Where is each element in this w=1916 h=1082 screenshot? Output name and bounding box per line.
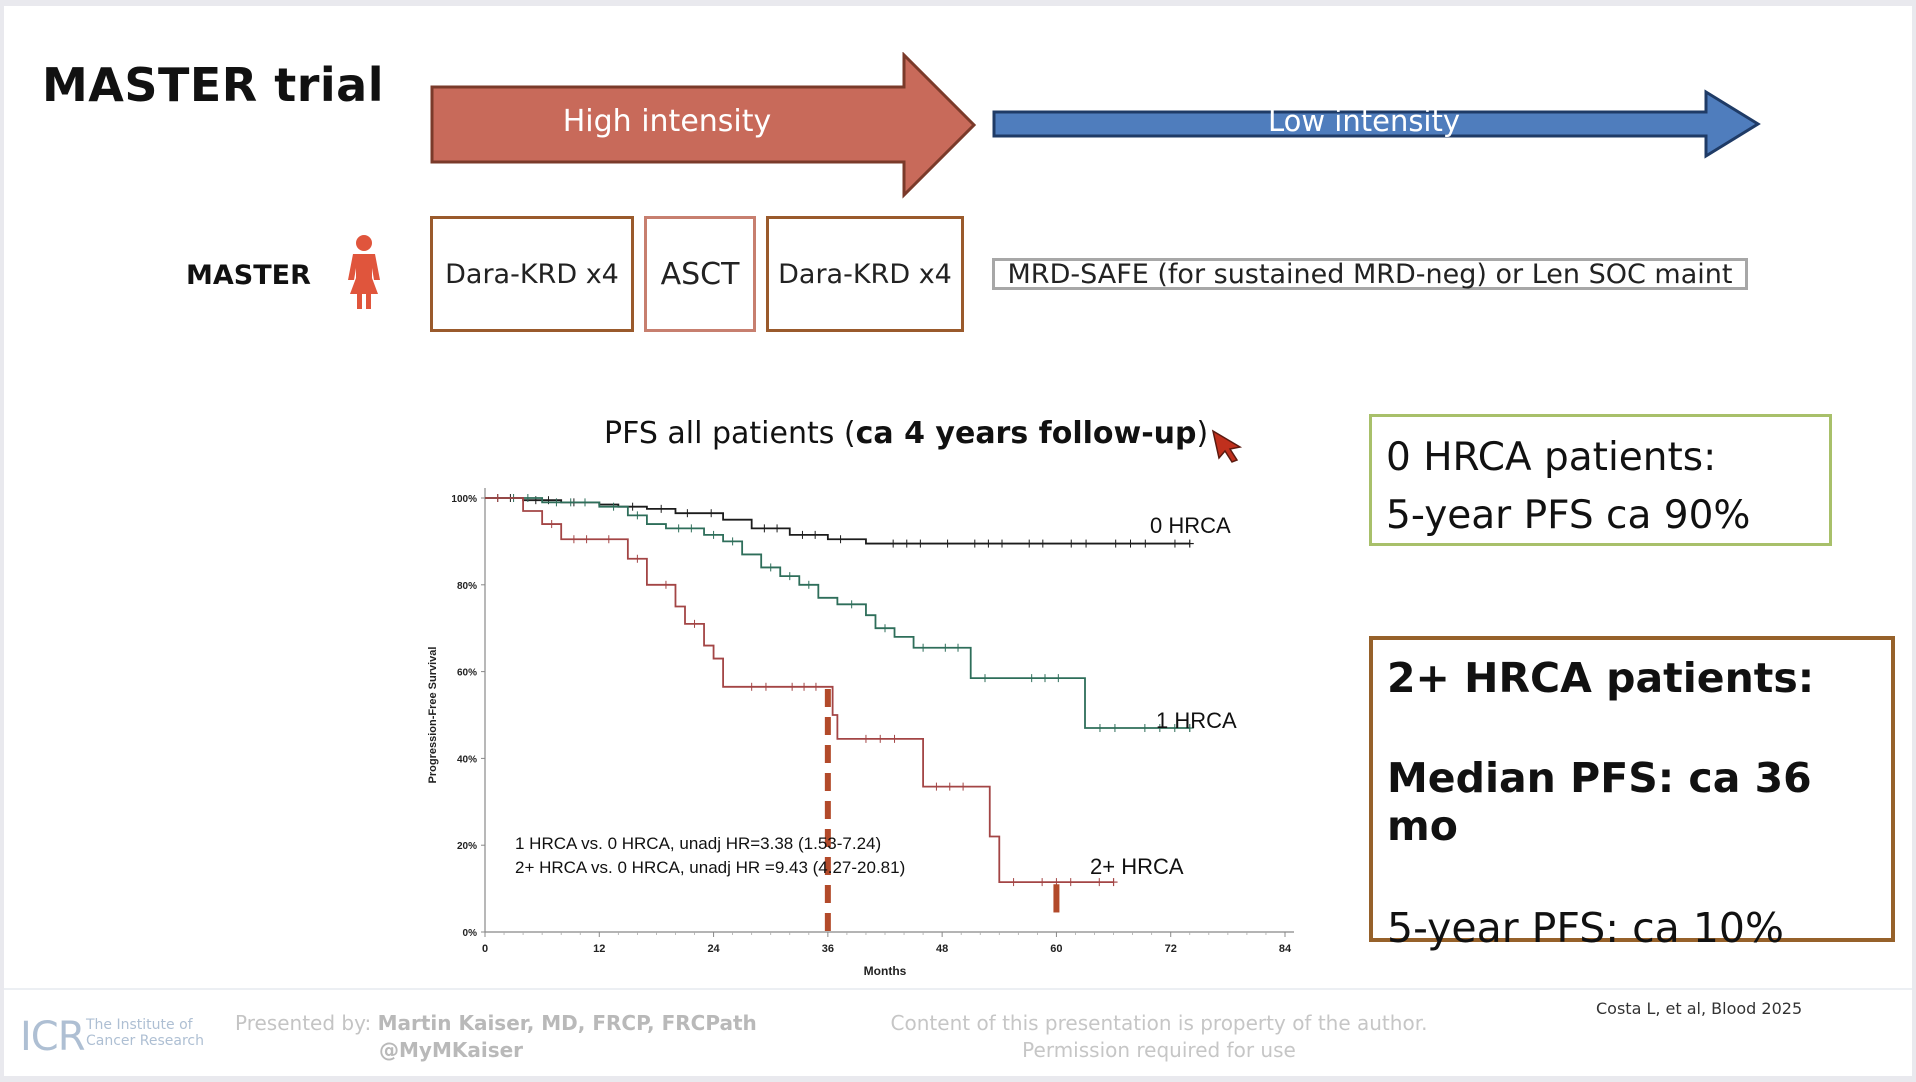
zero-hrca-line2: 5-year PFS ca 90% <box>1386 493 1751 538</box>
high-intensity-label: High intensity <box>562 104 772 139</box>
x-tick-label: 0 <box>482 943 488 955</box>
hr-annotation: 2+ HRCA vs. 0 HRCA, unadj HR =9.43 (4.27… <box>515 858 905 877</box>
low-intensity-label: Low intensity <box>1267 104 1461 138</box>
chart-title-prefix: PFS all patients ( <box>604 416 856 451</box>
icr-logo-sub2: Cancer Research <box>86 1033 204 1049</box>
x-tick-label: 72 <box>1165 943 1177 955</box>
y-tick-label: 80% <box>457 581 477 592</box>
chart-title: PFS all patients (ca 4 years follow-up) <box>604 416 1208 451</box>
presenter-handle: @MyMKaiser <box>379 1038 524 1062</box>
two-plus-hrca-curve <box>485 497 1114 883</box>
two-plus-hrca-five-year: 5-year PFS: ca 10% <box>1387 904 1784 952</box>
low-intensity-arrow <box>992 89 1761 159</box>
zero-hrca-label: 0 HRCA <box>1150 513 1231 538</box>
two-plus-hrca-box: 2+ HRCA patients: Median PFS: ca 36 mo 5… <box>1369 636 1895 952</box>
copyright-note: Content of this presentation is property… <box>784 1010 1534 1064</box>
master-label: MASTER <box>186 260 311 291</box>
x-tick-label: 60 <box>1050 943 1062 955</box>
arrow-cursor-icon <box>1211 429 1243 463</box>
x-tick-label: 24 <box>707 943 720 955</box>
x-tick-label: 12 <box>593 943 605 955</box>
y-tick-label: 20% <box>457 841 477 852</box>
x-axis-title: Months <box>864 964 907 978</box>
dara-krd-induction-box: Dara-KRD x4 <box>430 216 634 332</box>
two-plus-hrca-label: 2+ HRCA <box>1090 854 1184 879</box>
presenter-credit: Presented by: Martin Kaiser, MD, FRCP, F… <box>235 1010 757 1064</box>
two-plus-hrca-title: 2+ HRCA patients: <box>1387 654 1815 702</box>
slide: MASTER trial High intensity Low intensit… <box>4 6 1912 1076</box>
copyright-line1: Content of this presentation is property… <box>890 1011 1428 1035</box>
zero-hrca-box: 0 HRCA patients: 5-year PFS ca 90% <box>1369 414 1832 546</box>
y-tick-label: 40% <box>457 754 477 765</box>
chart-title-bold: ca 4 years follow-up <box>855 416 1197 451</box>
x-tick-label: 84 <box>1279 943 1292 955</box>
zero-hrca-line1: 0 HRCA patients: <box>1386 435 1717 480</box>
high-intensity-arrow <box>430 52 977 199</box>
asct-box: ASCT <box>644 216 756 332</box>
copyright-line2: Permission required for use <box>1022 1038 1296 1062</box>
two-plus-hrca-median: Median PFS: ca 36 mo <box>1387 754 1812 850</box>
y-tick-label: 100% <box>451 494 477 505</box>
low-intensity-arrow-shape <box>992 89 1761 159</box>
person-icon <box>348 235 380 309</box>
one-hrca-curve <box>485 497 1190 729</box>
presenter-name: Martin Kaiser, MD, FRCP, FRCPath <box>377 1011 757 1035</box>
x-tick-label: 36 <box>822 943 834 955</box>
hr-annotation: 1 HRCA vs. 0 HRCA, unadj HR=3.38 (1.53-7… <box>515 834 881 853</box>
chart-title-suffix: ) <box>1196 416 1209 451</box>
maintenance-box: MRD-SAFE (for sustained MRD-neg) or Len … <box>992 258 1748 290</box>
y-axis-title: Progression-Free Survival <box>427 647 439 784</box>
footer-divider <box>4 988 1912 990</box>
km-chart: 0% 20% 40% 60% 80% 100% 0 12 24 36 48 60 72 84 Months P… <box>427 488 1294 978</box>
high-intensity-arrow-shape <box>430 52 977 199</box>
citation: Costa L, et al, Blood 2025 <box>1596 999 1803 1018</box>
one-hrca-label: 1 HRCA <box>1156 708 1237 733</box>
slide-title: MASTER trial <box>42 58 384 112</box>
icr-logo-sub1: The Institute of <box>86 1017 193 1033</box>
y-tick-label: 0% <box>463 928 478 939</box>
icr-logo-subtitle: The Institute of Cancer Research <box>86 1017 204 1049</box>
dara-krd-consolidation-box: Dara-KRD x4 <box>766 216 964 332</box>
y-tick-label: 60% <box>457 668 477 679</box>
icr-logo: ICR <box>20 1014 86 1060</box>
presented-prefix: Presented by: <box>235 1011 378 1035</box>
x-tick-label: 48 <box>936 943 948 955</box>
zero-hrca-curve <box>485 497 1190 545</box>
